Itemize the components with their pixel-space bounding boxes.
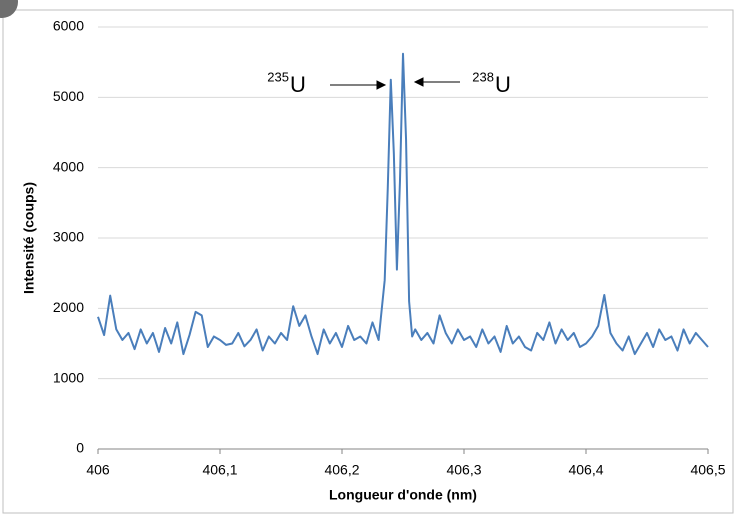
annotation: U [290,72,306,97]
y-tick-label: 0 [76,440,84,456]
chart-border [2,9,734,514]
x-tick-label: 406,4 [568,462,603,478]
annotation: U [495,72,511,97]
y-tick-label: 4000 [53,158,84,174]
y-tick-label: 5000 [53,88,84,104]
y-tick-label: 2000 [53,299,84,315]
y-tick-label: 1000 [53,369,84,385]
y-axis-title: Intensité (coups) [21,182,37,294]
x-tick-label: 406,1 [202,462,237,478]
annotation-sup: 235 [267,69,289,84]
corner-badge [0,0,18,18]
annotation-sup: 238 [472,69,494,84]
x-tick-label: 406 [86,462,110,478]
arrow [330,77,460,90]
x-tick-label: 406,3 [446,462,481,478]
y-tick-label: 3000 [53,229,84,245]
y-tick-label: 6000 [53,18,84,34]
x-tick-label: 406,2 [324,462,359,478]
x-axis-title: Longueur d'onde (nm) [329,487,477,503]
data-line [97,52,709,356]
x-tick-label: 406,5 [690,462,725,478]
